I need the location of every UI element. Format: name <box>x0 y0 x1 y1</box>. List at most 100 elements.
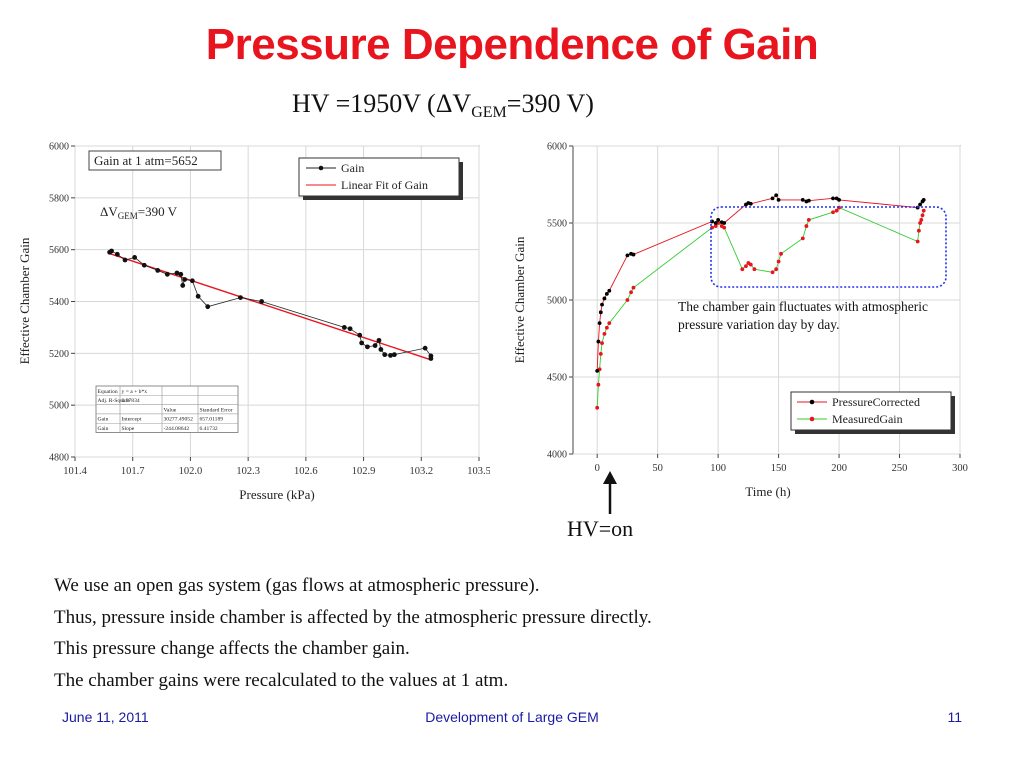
x-tick-label: 103.5 <box>467 466 490 477</box>
time-chart: 0 50 100 150 200 250 300 4000 4500 5000 5500 6000 E… <box>508 135 976 510</box>
gain-point <box>391 352 397 358</box>
legend-fit-label: Linear Fit of Gain <box>341 178 428 192</box>
fit-table-cell-text: Adj. R-Square <box>98 398 131 404</box>
fit-table-cell-text: Gain <box>98 417 109 423</box>
measuredgain-point <box>920 213 925 218</box>
legend-measuredgain-label: MeasuredGain <box>832 412 903 426</box>
hv-on-arrow-icon <box>603 471 617 514</box>
footer-center-title: Development of Large GEM <box>425 709 599 725</box>
time-chart-panel: 0 50 100 150 200 250 300 4000 4500 5000 5500 6000 E… <box>508 135 976 510</box>
gain-point <box>388 353 393 358</box>
delta-v-prefix: ΔV <box>100 204 118 219</box>
measuredgain-point <box>631 285 636 290</box>
gain-point <box>347 326 353 332</box>
legend-gain-label: Gain <box>341 161 364 175</box>
gain-point <box>382 352 388 358</box>
subtitle-subscript: GEM <box>471 104 507 121</box>
gain-point <box>109 248 114 254</box>
gain-point <box>378 347 384 352</box>
gain-point <box>205 304 211 310</box>
measuredgain-point <box>607 321 612 325</box>
gain-point <box>341 325 347 330</box>
pressurecorrected-point <box>918 202 922 207</box>
body-line-3: This pressure change affects the chamber… <box>54 638 410 659</box>
fit-table-cell-text: Intercept <box>122 417 142 423</box>
measuredgain-point <box>598 352 603 356</box>
slide-title: Pressure Dependence of Gain <box>205 20 819 69</box>
x-tick-label: 102.9 <box>352 466 376 477</box>
measuredgain-point <box>604 325 609 330</box>
pressure-series <box>107 248 434 361</box>
body-line-4: The chamber gains were recalculated to t… <box>54 669 509 691</box>
fit-table-cell-text: Slope <box>122 426 135 432</box>
fluctuation-annotation-wrapper: The chamber gain fluctuates with atmosph… <box>678 299 928 332</box>
x-tick-label: 200 <box>831 463 847 474</box>
gain-point <box>178 271 184 277</box>
pressurecorrected-point <box>716 218 721 222</box>
gain-point <box>164 271 170 277</box>
slide-body: We use an open gas system (gas flows at … <box>54 570 652 696</box>
gain-point <box>122 257 128 263</box>
pressurecorrected-point <box>806 198 811 203</box>
fit-table-cell <box>197 423 239 433</box>
y-tick-label: 5000 <box>547 296 567 307</box>
body-line-1: We use an open gas system (gas flows at … <box>54 575 540 596</box>
measuredgain-point <box>919 218 924 222</box>
measuredgain-point <box>804 224 809 228</box>
y-tick-label: 5600 <box>49 245 69 256</box>
gain-point <box>357 332 363 338</box>
pressurecorrected-point <box>713 221 718 225</box>
footer-date: June 11, 2011 <box>62 709 149 725</box>
x-tick-label: 50 <box>652 463 663 474</box>
gain-point <box>189 278 195 284</box>
pressure-x-axis-label: Pressure (kPa) <box>239 487 314 502</box>
hv-on-label: HV=on <box>567 516 634 541</box>
pressurecorrected-point <box>625 253 630 258</box>
measuredgain-point <box>748 262 753 267</box>
gain-point <box>155 268 161 273</box>
measuredgain-point <box>740 267 745 272</box>
pressure-chart-panel: 101.4 101.7 102.0 102.3 102.6 102.9 103.2 103.5… <box>12 135 490 510</box>
y-tick-label: 4800 <box>49 453 69 464</box>
fit-table-cell-text: 0.97834 <box>122 398 140 404</box>
x-tick-label: 150 <box>771 463 787 474</box>
time-legend-box <box>790 391 952 431</box>
fit-table-cell-text: -244.08642 <box>164 426 190 432</box>
time-y-axis-label: Effective Chamber Gain <box>512 236 527 363</box>
pressurecorrected-point <box>604 291 609 296</box>
gain-point <box>114 251 120 257</box>
y-tick-label: 6000 <box>49 142 69 153</box>
delta-v-suffix: =390 V <box>138 204 178 219</box>
pressurecorrected-point <box>770 196 775 201</box>
fit-table-cell-text: Equation <box>98 389 118 395</box>
pressure-ticks: 101.4 101.7 102.0 102.3 102.6 102.9 103.2 103.5… <box>49 142 490 478</box>
y-tick-label: 5400 <box>49 297 69 308</box>
gain-point <box>132 255 138 260</box>
time-ticks: 0 50 100 150 200 250 300 4000 4500 5000 5500 6000 <box>547 142 968 475</box>
pressure-y-axis-label: Effective Chamber Gain <box>17 237 32 364</box>
time-legend: PressureCorrected MeasuredGain <box>790 391 955 434</box>
pressurecorrected-point <box>837 198 841 202</box>
measuredgain-point <box>602 331 607 336</box>
measuredgain-point <box>916 228 921 233</box>
gain-at-1atm-box <box>88 150 222 171</box>
gain-point <box>422 345 428 351</box>
gain-point <box>259 299 265 304</box>
time-x-axis-label: Time (h) <box>745 484 790 499</box>
y-tick-label: 5800 <box>49 193 69 204</box>
measuredgain-point <box>625 298 630 302</box>
x-tick-label: 101.4 <box>63 466 87 477</box>
measuredgain-point <box>918 221 922 225</box>
pressurecorrected-point <box>607 288 612 293</box>
pressurecorrected-point <box>631 252 636 257</box>
pressurecorrected-point <box>921 198 926 202</box>
gain-point <box>372 343 378 348</box>
gain-point <box>428 356 434 361</box>
fit-table-cell-text: Gain <box>98 426 109 432</box>
fit-table-cell-text: 6.41732 <box>200 426 218 432</box>
gain-point <box>359 340 365 346</box>
measuredgain-point <box>770 270 775 275</box>
gain-point <box>376 337 382 343</box>
measuredgain-point <box>831 210 835 215</box>
body-line-2: Thus, pressure inside chamber is affecte… <box>54 606 652 628</box>
